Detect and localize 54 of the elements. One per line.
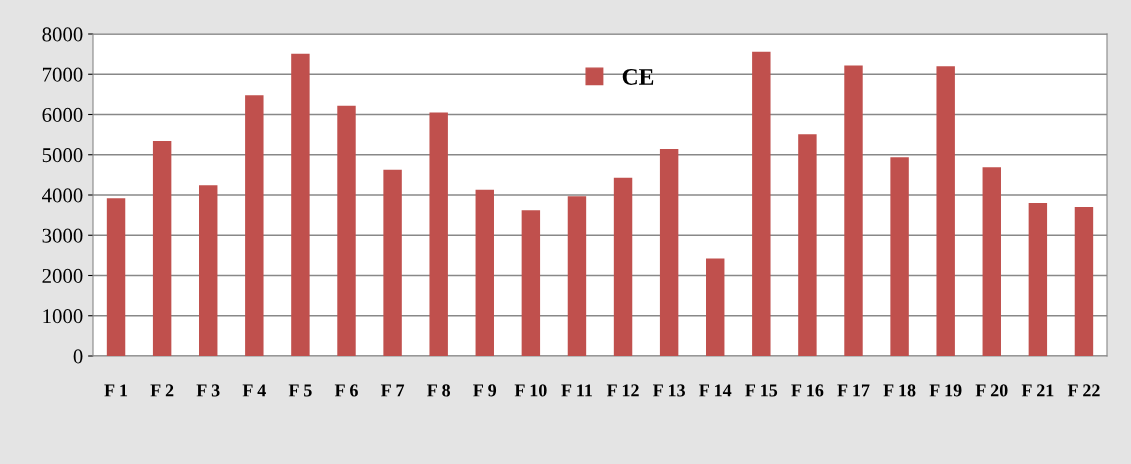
y-tick-label: 7000 xyxy=(42,67,83,82)
x-tick-label: F 4 xyxy=(242,384,266,397)
x-tick-label: F 20 xyxy=(975,384,1008,397)
bar xyxy=(521,210,541,356)
bar xyxy=(567,196,587,356)
y-tick-label: 2000 xyxy=(42,268,83,283)
bar xyxy=(982,167,1001,356)
bar xyxy=(383,169,402,356)
y-tick-label: 4000 xyxy=(42,188,83,203)
x-tick-label: F 15 xyxy=(745,384,778,397)
x-tick-label: F 12 xyxy=(606,384,639,397)
x-tick-label: F 16 xyxy=(791,384,824,397)
bar xyxy=(291,53,310,356)
x-tick-label: F 9 xyxy=(473,384,497,397)
x-tick-label: F 22 xyxy=(1067,384,1100,397)
x-tick-label: F 17 xyxy=(837,384,870,397)
x-tick-label: F 1 xyxy=(104,384,128,397)
y-tick-label: 3000 xyxy=(42,228,83,243)
bar xyxy=(706,258,725,356)
legend-label: CE xyxy=(622,69,654,85)
bar xyxy=(798,134,817,356)
y-tick-label: 8000 xyxy=(42,27,83,42)
bar xyxy=(245,95,264,356)
x-tick-label: F 10 xyxy=(514,384,547,397)
x-tick-label: F 18 xyxy=(883,384,916,397)
bar xyxy=(890,157,909,356)
x-tick-label: F 13 xyxy=(652,384,685,397)
bar xyxy=(752,51,771,356)
bar xyxy=(429,112,448,356)
bar xyxy=(613,177,633,356)
bar xyxy=(337,105,356,356)
bar xyxy=(659,149,679,356)
x-tick-label: F 8 xyxy=(427,384,451,397)
y-tick-label: 0 xyxy=(73,349,83,364)
bar xyxy=(1028,203,1048,356)
y-tick-label: 6000 xyxy=(42,107,83,122)
x-tick-label: F 7 xyxy=(380,384,405,397)
bar xyxy=(1074,207,1094,356)
bar xyxy=(475,189,494,356)
y-tick-label: 1000 xyxy=(43,309,83,324)
bar xyxy=(152,141,172,356)
x-tick-label: F 2 xyxy=(150,384,174,397)
x-tick-label: F 5 xyxy=(288,384,312,397)
x-tick-label: F 11 xyxy=(561,384,592,397)
bar xyxy=(106,198,126,356)
x-tick-label: F 19 xyxy=(929,384,962,397)
x-tick-label: F 6 xyxy=(334,384,358,397)
bar xyxy=(844,65,863,356)
x-tick-label: F 21 xyxy=(1021,384,1054,397)
x-tick-label: F 3 xyxy=(196,384,220,397)
y-tick-label: 5000 xyxy=(42,148,83,163)
x-tick-label: F 14 xyxy=(699,384,732,397)
bar xyxy=(199,185,218,356)
bar xyxy=(936,66,955,356)
